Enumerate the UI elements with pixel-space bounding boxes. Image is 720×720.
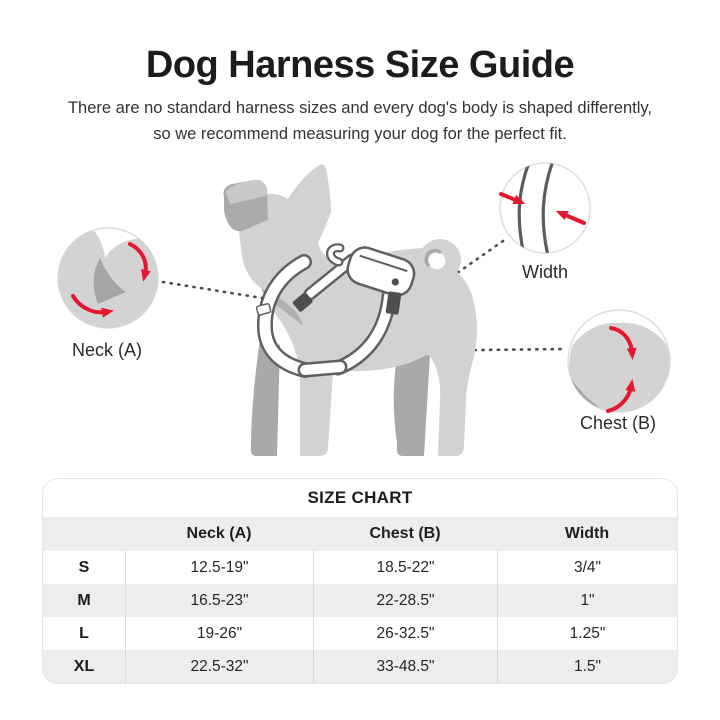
neck-label: Neck (A) xyxy=(71,340,142,360)
chest-connector-line xyxy=(388,347,566,353)
size-chart-header-row: Neck (A) Chest (B) Width xyxy=(43,517,677,551)
size-chart-title: SIZE CHART xyxy=(43,479,677,517)
chest-value: 33-48.5" xyxy=(313,650,497,683)
chest-value: 18.5-22" xyxy=(313,551,497,584)
column-header-chest: Chest (B) xyxy=(369,525,441,542)
neck-connector-line xyxy=(161,280,264,300)
subtitle-line-1: There are no standard harness sizes and … xyxy=(67,99,653,117)
dog-far-hind-leg xyxy=(393,350,430,456)
column-header-neck: Neck (A) xyxy=(186,525,252,542)
chest-label: Chest (B) xyxy=(579,413,657,433)
chest-value: 26-32.5" xyxy=(313,617,497,650)
neck-callout-circle xyxy=(57,227,159,329)
dog-harness xyxy=(255,243,416,378)
column-header-width: Width xyxy=(564,525,610,542)
harness-diagram xyxy=(57,162,671,456)
width-value: 3/4" xyxy=(497,551,677,584)
subtitle-line-2: so we recommend measuring your dog for t… xyxy=(153,125,567,143)
dog-tail xyxy=(419,239,461,281)
chest-value: 22-28.5" xyxy=(313,584,497,617)
table-row-l: L 19-26" 26-32.5" 1.25" xyxy=(43,617,677,650)
neck-value: 12.5-19" xyxy=(125,551,313,584)
width-callout-circle xyxy=(499,162,591,254)
neck-value: 19-26" xyxy=(125,617,313,650)
dog-illustration xyxy=(223,164,477,456)
width-value: 1.5" xyxy=(497,650,677,683)
size-label: S xyxy=(78,558,90,576)
size-chart-table: SIZE CHART Neck (A) Chest (B) Width S 12… xyxy=(42,478,678,684)
neck-value: 16.5-23" xyxy=(125,584,313,617)
chest-callout-circle xyxy=(567,309,671,413)
width-label: Width xyxy=(521,262,568,282)
table-row-xl: XL 22.5-32" 33-48.5" 1.5" xyxy=(43,650,677,683)
table-row-s: S 12.5-19" 18.5-22" 3/4" xyxy=(43,551,677,584)
neck-value: 22.5-32" xyxy=(125,650,313,683)
table-row-m: M 16.5-23" 22-28.5" 1" xyxy=(43,584,677,617)
dog-far-front-leg xyxy=(251,340,280,456)
size-label: M xyxy=(77,591,91,609)
size-label: L xyxy=(79,624,89,642)
width-measure-arrows xyxy=(499,192,586,225)
width-value: 1.25" xyxy=(497,617,677,650)
column-header-size xyxy=(43,517,125,551)
page-subtitle: There are no standard harness sizes and … xyxy=(0,95,720,147)
chest-measure-arrows xyxy=(606,326,637,413)
neck-measure-arrows xyxy=(71,242,151,318)
width-value: 1" xyxy=(497,584,677,617)
page-title: Dog Harness Size Guide xyxy=(145,44,575,86)
dog-body xyxy=(239,164,477,456)
harness-back-pad xyxy=(346,246,416,297)
dog-folded-ear xyxy=(223,179,268,232)
size-label: XL xyxy=(73,657,95,675)
